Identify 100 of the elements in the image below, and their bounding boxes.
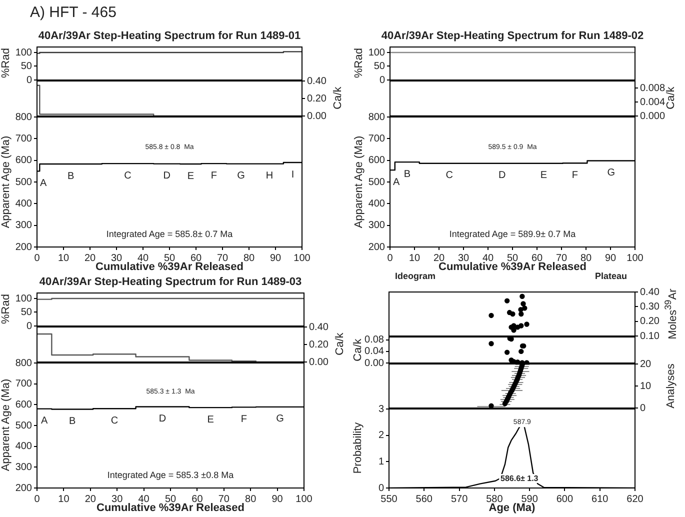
x-tick-label: 70 — [556, 252, 568, 264]
x-tick-label: 560 — [416, 494, 433, 505]
x-tick-label: 70 — [218, 494, 230, 505]
x-tick-label: 70 — [216, 252, 228, 264]
annotation: D — [163, 170, 170, 182]
y2-axis-title: Ca/k — [332, 86, 344, 110]
x-tick-label: 10 — [58, 494, 70, 505]
y-tick-label: 700 — [15, 133, 32, 144]
annotation: I — [291, 169, 294, 180]
y-axis-title: %Rad — [353, 48, 365, 78]
x-tick-label: 0 — [387, 252, 394, 264]
text: A) HFT - 465 — [30, 4, 116, 21]
x-tick-label: 100 — [294, 252, 311, 264]
y-tick-label: 100 — [15, 47, 32, 58]
x-tick-label: 100 — [626, 252, 644, 264]
x-tick-label: 10 — [58, 252, 70, 264]
y-tick-label: 600 — [15, 399, 32, 410]
annotation: C — [446, 170, 454, 182]
y-tick-label: 0.08 — [364, 334, 384, 346]
chart-title: 40Ar/39Ar Step-Heating Spectrum for Run 1489-02 — [381, 30, 644, 42]
y-tick-label: 800 — [15, 112, 32, 123]
y-tick-label: 400 — [15, 198, 32, 210]
x-axis-title: Cumulative %39Ar Released — [438, 261, 586, 273]
y-tick-label: 500 — [15, 420, 32, 432]
annotation: G — [607, 168, 616, 179]
x-tick-label: 100 — [296, 494, 313, 505]
y2-tick-label: 10 — [640, 380, 652, 392]
x-tick-label: 40 — [482, 252, 494, 264]
annotation: C — [110, 415, 118, 426]
y2-axis-title: Analyses — [665, 363, 677, 408]
annotation: F — [210, 170, 217, 182]
x-axis-title: Cumulative %39Ar Released — [96, 502, 244, 514]
y2-tick-label: 0.40 — [640, 286, 660, 298]
x-tick-label: 10 — [408, 252, 420, 264]
y2-tick-label: 0.40 — [307, 76, 327, 87]
y2-tick-label: 0.004 — [640, 96, 666, 108]
y-tick-label: 400 — [15, 441, 32, 452]
y-tick-label: 700 — [15, 378, 32, 390]
y-tick-label: 600 — [15, 155, 32, 166]
y-tick-label: 0.04 — [364, 346, 384, 358]
annotation: B — [404, 168, 411, 180]
y-axis-title: Apparent Age (Ma) — [353, 135, 365, 228]
x-tick-label: 30 — [458, 252, 470, 264]
annotation: A — [41, 416, 48, 427]
y2-tick-label: 0.008 — [640, 82, 666, 94]
y-tick-label: 3 — [378, 404, 384, 415]
y-tick-label: 400 — [368, 198, 386, 210]
x-tick-label: 30 — [112, 494, 124, 505]
x-tick-label: 610 — [592, 494, 609, 505]
y-tick-label: 0 — [379, 74, 386, 86]
y2-tick-label: 0.40 — [309, 322, 329, 333]
y2-tick-label: 20 — [640, 358, 652, 370]
y-tick-label: 50 — [20, 307, 32, 318]
x-tick-label: 570 — [450, 494, 468, 505]
annotation: D — [158, 414, 166, 424]
annotation: E — [540, 170, 548, 182]
y-tick-label: 100 — [15, 293, 32, 304]
x-tick-label: 90 — [272, 494, 284, 505]
y-tick-label: 100 — [368, 47, 386, 58]
y-axis-title: Probability — [352, 422, 364, 474]
annotation: G — [237, 170, 246, 182]
annotation: Integrated Age = 589.9± 0.7 Ma — [449, 229, 576, 239]
annotation: E — [207, 414, 214, 426]
y-tick-label: 700 — [368, 133, 386, 144]
y-tick-label: 300 — [15, 220, 32, 232]
y-tick-label: 1 — [378, 456, 384, 468]
x-tick-label: 600 — [556, 494, 574, 505]
y-tick-label: 50 — [20, 61, 32, 72]
y-tick-label: 200 — [15, 242, 32, 253]
annotation: 586.6± 1.3 — [499, 474, 540, 483]
chart-title: 40Ar/39Ar Step-Heating Spectrum for Run 1489-03 — [39, 276, 302, 288]
y-tick-label: 300 — [15, 462, 32, 473]
y2-tick-label: 0.30 — [640, 301, 660, 312]
annotation: E — [187, 170, 194, 182]
annotation: B — [67, 170, 74, 182]
annotation: F — [240, 414, 247, 425]
y2-tick-label: 0.10 — [640, 330, 660, 342]
annotation: Integrated Age = 585.3 ±0.8 Ma — [107, 470, 234, 480]
y-tick-label: 0 — [378, 482, 384, 494]
y-tick-label: 0.00 — [364, 358, 384, 369]
y2-tick-label: 0.000 — [640, 110, 666, 122]
y2-tick-label: 0 — [640, 402, 646, 414]
y-tick-label: 500 — [368, 176, 386, 188]
y-tick-label: 800 — [15, 358, 32, 369]
x-axis-title: Cumulative %39Ar Released — [96, 261, 244, 273]
y-axis-title: Ca/k — [352, 338, 364, 361]
x-axis-title: Age (Ma) — [488, 502, 536, 514]
annotation: D — [498, 170, 506, 182]
annotation: H — [266, 170, 274, 182]
annotation: A — [40, 178, 47, 189]
y2-tick-label: 0.20 — [307, 93, 327, 104]
x-tick-label: 90 — [270, 252, 282, 264]
y-tick-label: 500 — [15, 176, 32, 188]
chart-title: 40Ar/39Ar Step-Heating Spectrum for Run 1489-01 — [38, 30, 301, 42]
annotation: Integrated Age = 585.8± 0.7 Ma — [106, 229, 233, 239]
y-axis-title: %Rad — [0, 48, 12, 78]
x-tick-label: 0 — [34, 494, 40, 505]
y-tick-label: 2 — [378, 430, 384, 442]
x-tick-label: 80 — [243, 252, 255, 264]
y2-axis-title: Ca/k — [665, 86, 677, 110]
